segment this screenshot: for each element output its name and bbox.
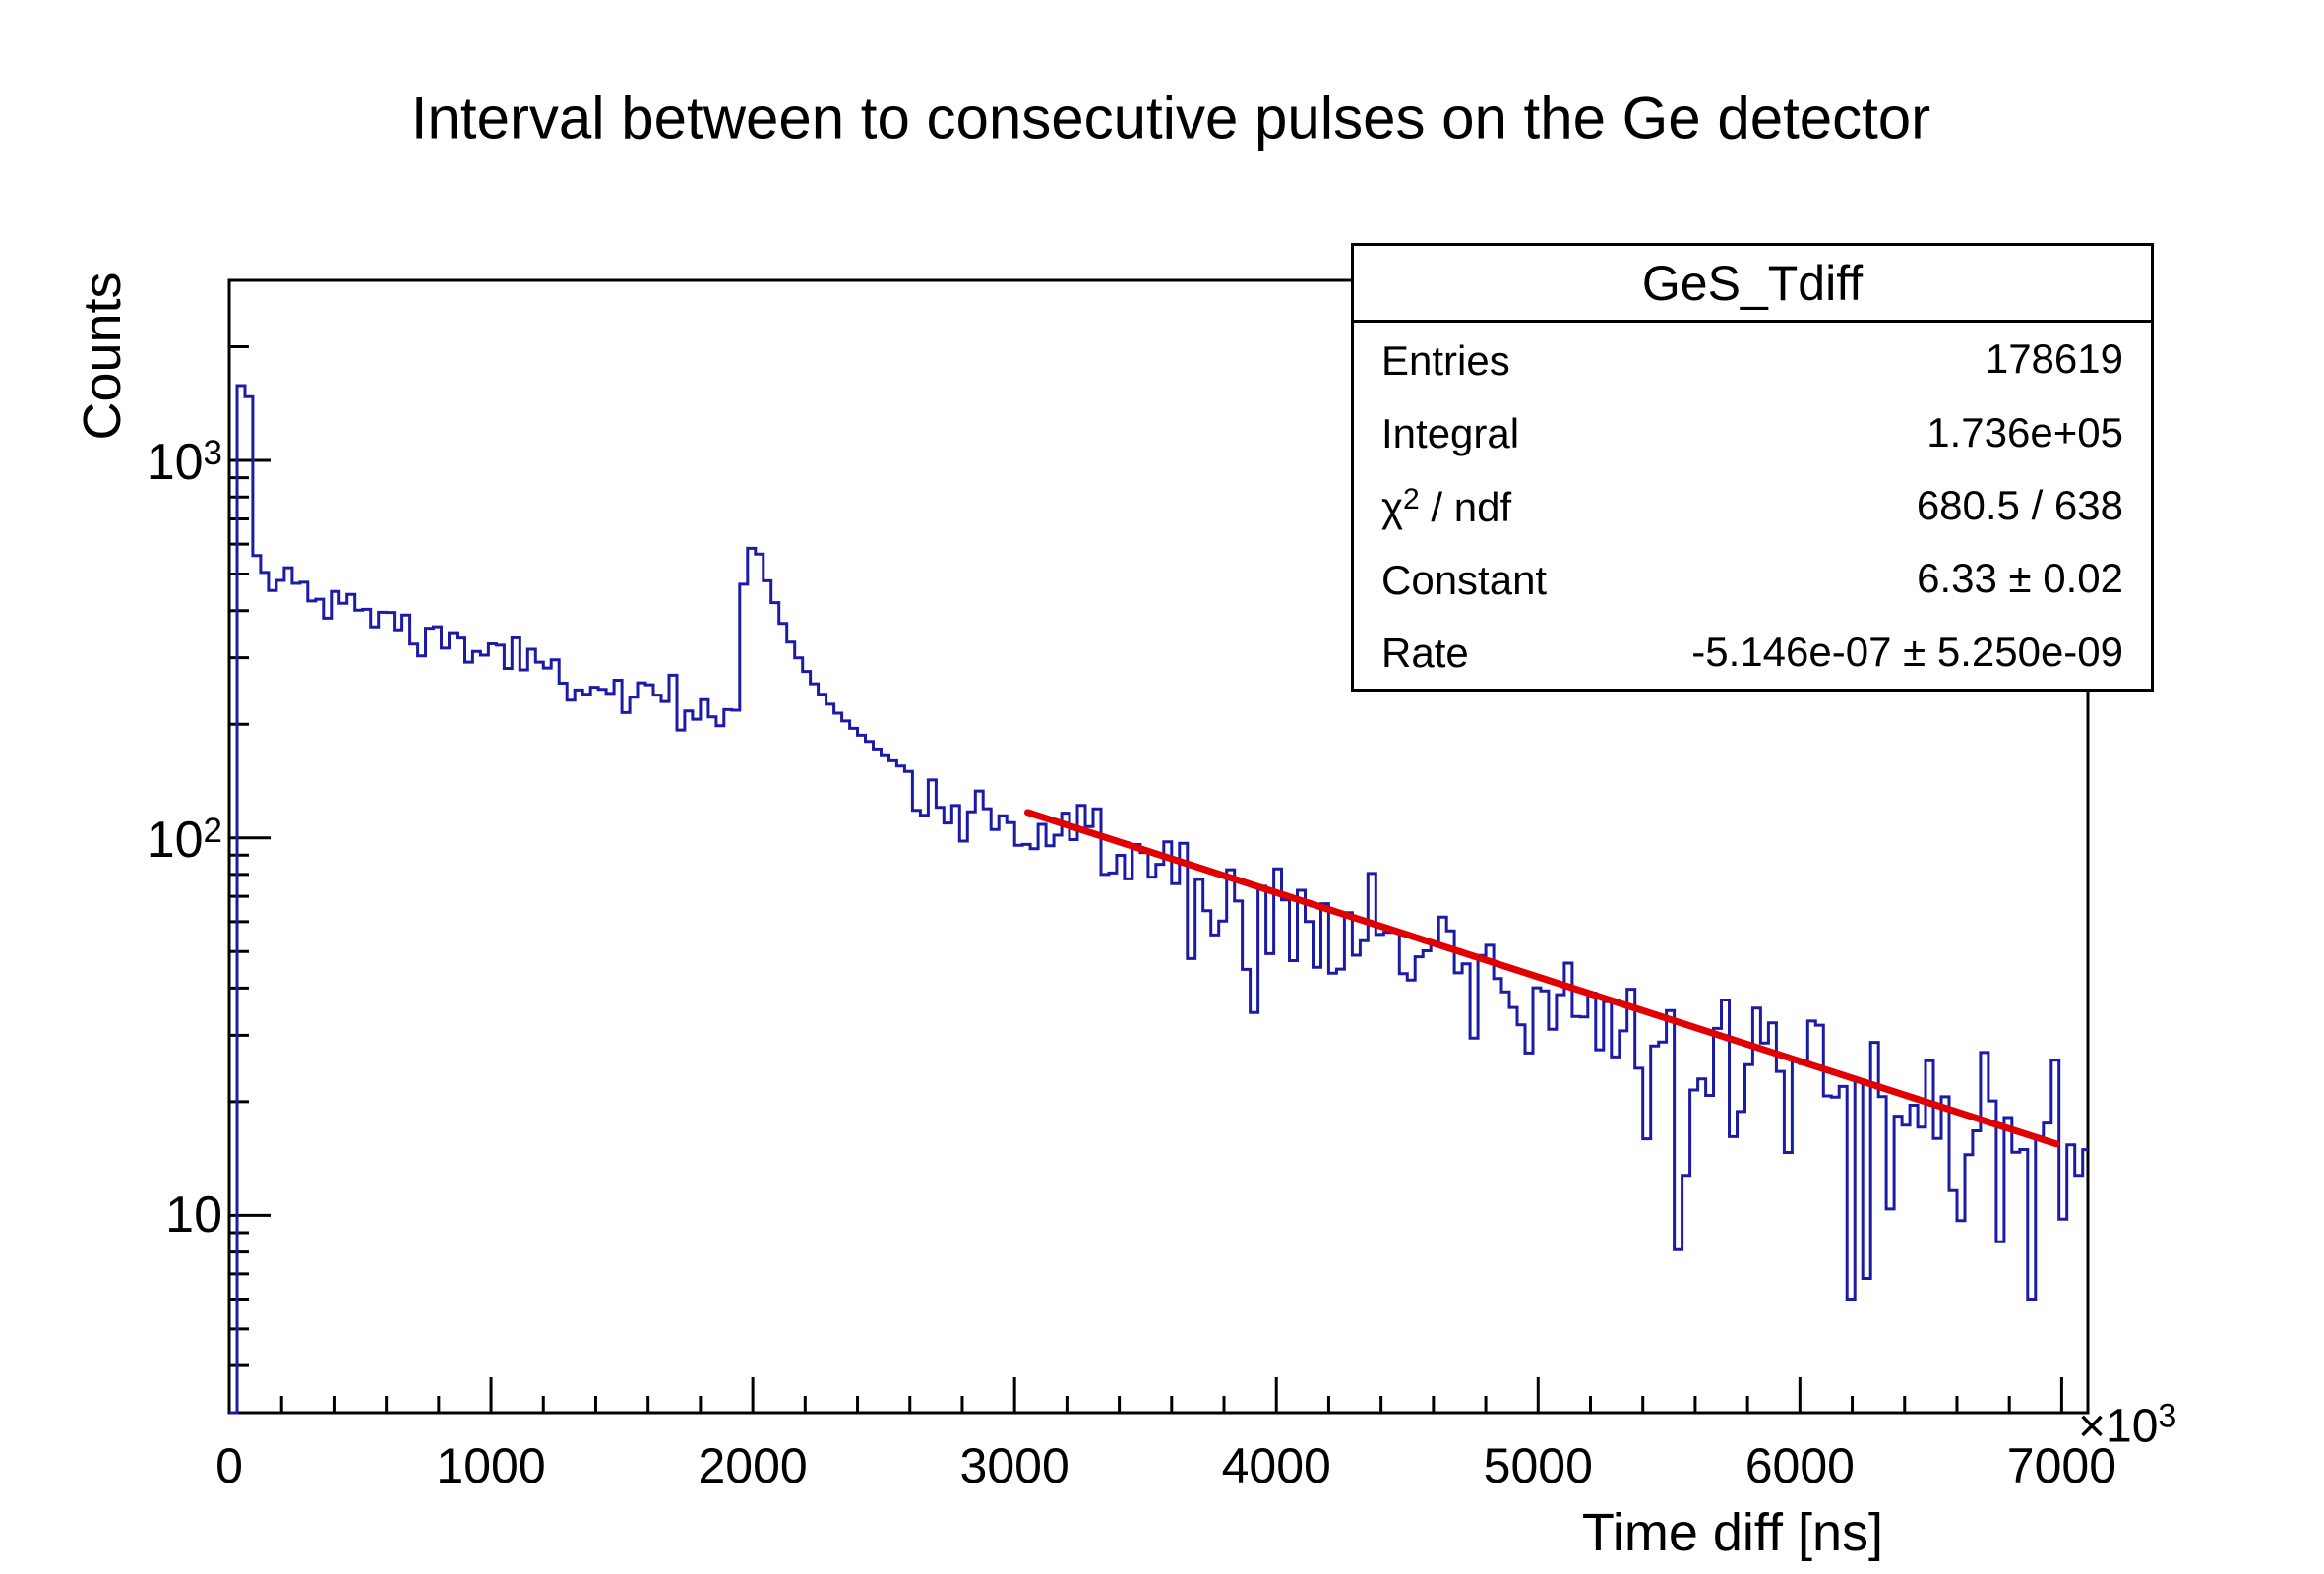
- stats-row-entries: Entries 178619: [1354, 323, 2151, 395]
- x-axis-multiplier-base: ×10: [2078, 1400, 2159, 1453]
- stats-value: 178619: [1985, 335, 2123, 383]
- stats-value: 680.5 / 638: [1916, 482, 2123, 529]
- x-tick-label: 0: [215, 1438, 243, 1493]
- stats-box: GeS_Tdiff Entries 178619 Integral 1.736e…: [1351, 243, 2154, 692]
- x-tick-label: 7000: [2006, 1438, 2117, 1493]
- x-tick-label: 1000: [436, 1438, 546, 1493]
- x-tick-label: 3000: [959, 1438, 1070, 1493]
- stats-value: 6.33 ± 0.02: [1917, 555, 2123, 602]
- plot-frame: [227, 278, 2090, 1415]
- stats-label: χ2 / ndf: [1381, 482, 1512, 530]
- stats-row-chi2-ndf: χ2 / ndf 680.5 / 638: [1354, 469, 2151, 542]
- stats-row-rate: Rate -5.146e-07 ± 5.250e-09: [1354, 616, 2151, 689]
- fit-line: [1023, 809, 2060, 1148]
- x-axis-multiplier-exponent: 3: [2158, 1397, 2177, 1435]
- stats-value: 1.736e+05: [1926, 408, 2123, 455]
- stats-box-title: GeS_Tdiff: [1354, 246, 2151, 323]
- page-title: Interval between to consecutive pulses o…: [410, 85, 1931, 151]
- y-axis-title: Counts: [73, 272, 132, 441]
- stats-label: Entries: [1381, 336, 1510, 384]
- stats-box-rows: Entries 178619 Integral 1.736e+05 χ2 / n…: [1354, 323, 2151, 689]
- stats-label: Rate: [1381, 630, 1469, 677]
- x-tick-label: 2000: [698, 1438, 808, 1493]
- stats-label: Integral: [1381, 410, 1520, 457]
- x-tick-label: 4000: [1221, 1438, 1331, 1493]
- stats-row-integral: Integral 1.736e+05: [1354, 395, 2151, 468]
- x-axis-title: Time diff [ns]: [1581, 1503, 1883, 1562]
- y-tick-label: 10: [165, 1186, 222, 1244]
- y-tick-label: 103: [146, 433, 222, 492]
- stats-row-constant: Constant 6.33 ± 0.02: [1354, 542, 2151, 615]
- y-tick-label: 102: [146, 811, 222, 869]
- stats-label: Constant: [1381, 556, 1548, 603]
- x-axis-multiplier: ×103: [2078, 1396, 2176, 1454]
- x-tick-label: 5000: [1483, 1438, 1593, 1493]
- histogram-curve: [229, 384, 2088, 1415]
- stats-value: -5.146e-07 ± 5.250e-09: [1691, 628, 2123, 675]
- x-tick-label: 6000: [1744, 1438, 1855, 1493]
